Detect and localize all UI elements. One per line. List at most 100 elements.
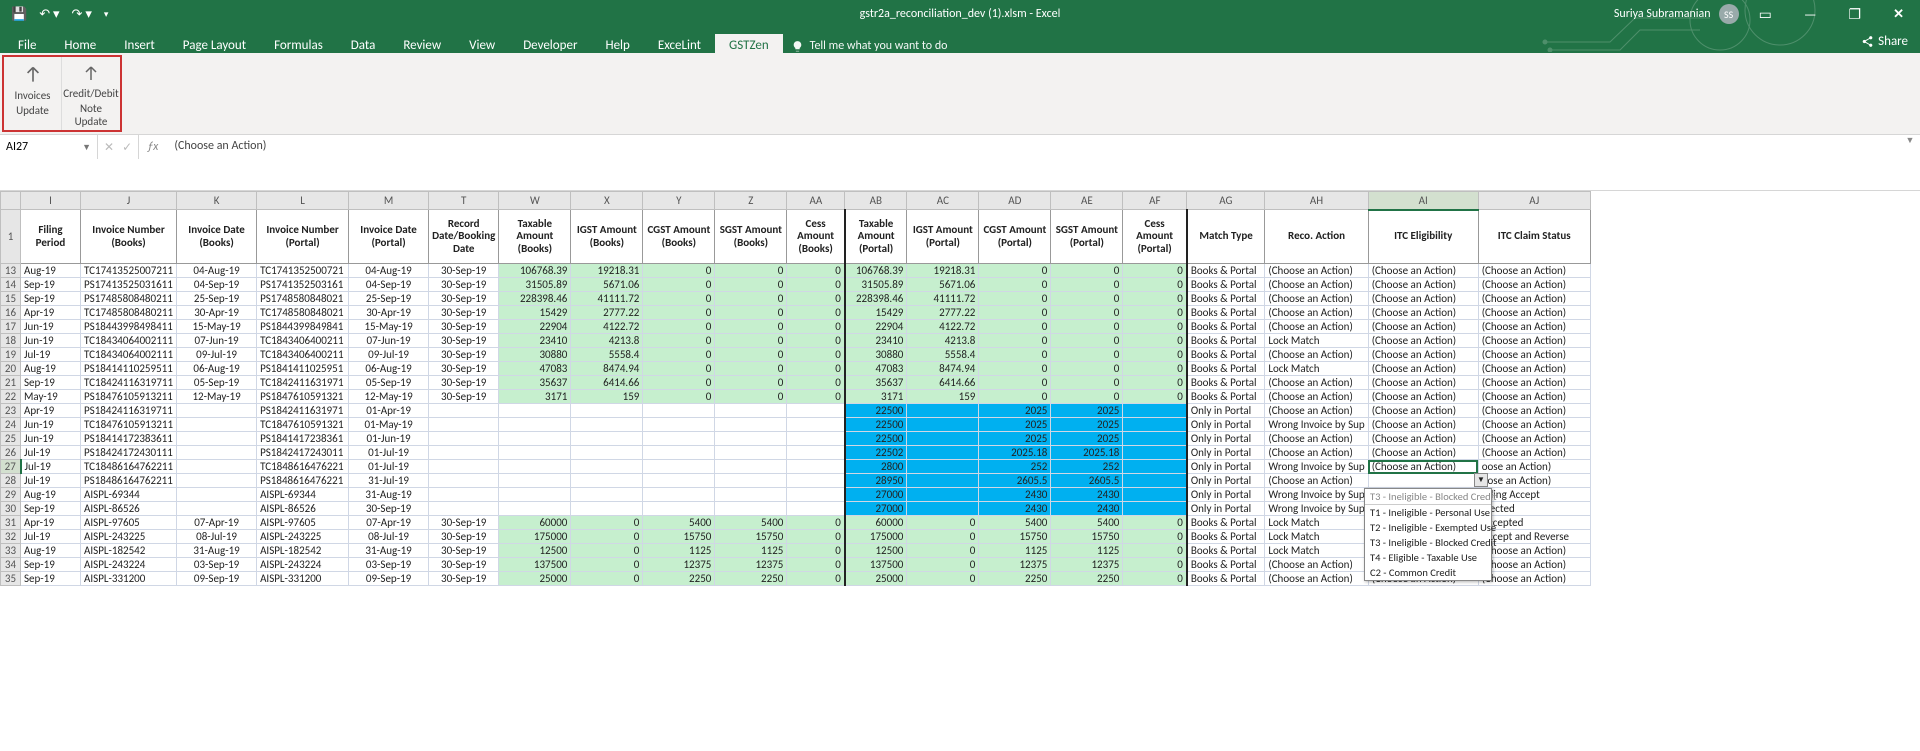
cell-AD13[interactable]: 0	[979, 264, 1051, 278]
cell-AC13[interactable]: 19218.31	[907, 264, 979, 278]
cell-AB33[interactable]: 12500	[845, 544, 907, 558]
cell-AD27[interactable]: 252	[979, 460, 1051, 474]
cell-Y35[interactable]: 2250	[643, 572, 715, 586]
cell-AE16[interactable]: 0	[1051, 306, 1123, 320]
cell-AB31[interactable]: 60000	[845, 516, 907, 530]
cell-T20[interactable]: 30-Sep-19	[429, 362, 499, 376]
cell-L22[interactable]: PS1847610591321	[257, 390, 349, 404]
cell-I30[interactable]: Sep-19	[21, 502, 81, 516]
select-all[interactable]	[1, 192, 21, 210]
cell-W17[interactable]: 22904	[499, 320, 571, 334]
cell-Z34[interactable]: 12375	[715, 558, 787, 572]
cell-W26[interactable]	[499, 446, 571, 460]
cell-AG34[interactable]: Books & Portal	[1187, 558, 1265, 572]
cell-I33[interactable]: Aug-19	[21, 544, 81, 558]
cell-AF14[interactable]: 0	[1123, 278, 1187, 292]
cell-AA13[interactable]: 0	[787, 264, 845, 278]
cell-K33[interactable]: 31-Aug-19	[177, 544, 257, 558]
cell-AA27[interactable]	[787, 460, 845, 474]
cell-AJ22[interactable]: (Choose an Action)	[1478, 390, 1590, 404]
cell-AG16[interactable]: Books & Portal	[1187, 306, 1265, 320]
cell-AH22[interactable]: (Choose an Action)	[1265, 390, 1368, 404]
cell-AF32[interactable]: 0	[1123, 530, 1187, 544]
cell-AI17[interactable]: (Choose an Action)	[1368, 320, 1478, 334]
col-AG[interactable]: AG	[1187, 192, 1265, 210]
cell-M19[interactable]: 09-Jul-19	[349, 348, 429, 362]
row-28[interactable]: 28	[1, 474, 21, 488]
col-AE[interactable]: AE	[1051, 192, 1123, 210]
cell-AE18[interactable]: 0	[1051, 334, 1123, 348]
cell-T15[interactable]: 30-Sep-19	[429, 292, 499, 306]
cell-AH30[interactable]: Wrong Invoice by Sup	[1265, 502, 1368, 516]
row-26[interactable]: 26	[1, 446, 21, 460]
cell-AC31[interactable]: 0	[907, 516, 979, 530]
cell-L18[interactable]: TC1843406400211	[257, 334, 349, 348]
cell-I31[interactable]: Apr-19	[21, 516, 81, 530]
cell-Z16[interactable]: 0	[715, 306, 787, 320]
col-AJ[interactable]: AJ	[1478, 192, 1590, 210]
row-32[interactable]: 32	[1, 530, 21, 544]
cell-W33[interactable]: 12500	[499, 544, 571, 558]
cell-X16[interactable]: 2777.22	[571, 306, 643, 320]
cell-K24[interactable]	[177, 418, 257, 432]
cell-Y32[interactable]: 15750	[643, 530, 715, 544]
cell-AC26[interactable]	[907, 446, 979, 460]
col-J[interactable]: J	[81, 192, 177, 210]
cell-AF25[interactable]	[1123, 432, 1187, 446]
cell-AC28[interactable]	[907, 474, 979, 488]
cell-M31[interactable]: 07-Apr-19	[349, 516, 429, 530]
cell-L29[interactable]: AISPL-69344	[257, 488, 349, 502]
cell-AC18[interactable]: 4213.8	[907, 334, 979, 348]
cell-I26[interactable]: Jul-19	[21, 446, 81, 460]
row-22[interactable]: 22	[1, 390, 21, 404]
cell-AG13[interactable]: Books & Portal	[1187, 264, 1265, 278]
cell-I20[interactable]: Aug-19	[21, 362, 81, 376]
col-AH[interactable]: AH	[1265, 192, 1368, 210]
cell-AA19[interactable]: 0	[787, 348, 845, 362]
cell-K23[interactable]	[177, 404, 257, 418]
tab-gstzen[interactable]: GSTZen	[715, 34, 783, 58]
cell-X21[interactable]: 6414.66	[571, 376, 643, 390]
cell-AJ20[interactable]: (Choose an Action)	[1478, 362, 1590, 376]
cell-J29[interactable]: AISPL-69344	[81, 488, 177, 502]
cell-I24[interactable]: Jun-19	[21, 418, 81, 432]
cell-AB15[interactable]: 228398.46	[845, 292, 907, 306]
cell-AF22[interactable]: 0	[1123, 390, 1187, 404]
cell-M33[interactable]: 31-Aug-19	[349, 544, 429, 558]
cell-AD20[interactable]: 0	[979, 362, 1051, 376]
cell-W24[interactable]	[499, 418, 571, 432]
cell-AE31[interactable]: 5400	[1051, 516, 1123, 530]
cell-Z35[interactable]: 2250	[715, 572, 787, 586]
cell-X20[interactable]: 8474.94	[571, 362, 643, 376]
col-Y[interactable]: Y	[643, 192, 715, 210]
cell-AE23[interactable]: 2025	[1051, 404, 1123, 418]
cell-I21[interactable]: Sep-19	[21, 376, 81, 390]
cell-K34[interactable]: 03-Sep-19	[177, 558, 257, 572]
cell-X29[interactable]	[571, 488, 643, 502]
cell-AB28[interactable]: 28950	[845, 474, 907, 488]
cell-W23[interactable]	[499, 404, 571, 418]
cell-X17[interactable]: 4122.72	[571, 320, 643, 334]
cell-M28[interactable]: 31-Jul-19	[349, 474, 429, 488]
cell-AJ35[interactable]: (Choose an Action)	[1478, 572, 1590, 586]
cell-J30[interactable]: AISPL-86526	[81, 502, 177, 516]
cell-AC34[interactable]: 0	[907, 558, 979, 572]
cell-J19[interactable]: TC18434064002111	[81, 348, 177, 362]
cell-I16[interactable]: Apr-19	[21, 306, 81, 320]
cell-AF15[interactable]: 0	[1123, 292, 1187, 306]
cell-J32[interactable]: AISPL-243225	[81, 530, 177, 544]
col-AF[interactable]: AF	[1123, 192, 1187, 210]
cell-AD34[interactable]: 12375	[979, 558, 1051, 572]
cell-Z21[interactable]: 0	[715, 376, 787, 390]
cell-M23[interactable]: 01-Apr-19	[349, 404, 429, 418]
cell-Y28[interactable]	[643, 474, 715, 488]
cell-W31[interactable]: 60000	[499, 516, 571, 530]
tab-formulas[interactable]: Formulas	[260, 34, 337, 58]
row-31[interactable]: 31	[1, 516, 21, 530]
cell-L26[interactable]: PS1842417243011	[257, 446, 349, 460]
row-15[interactable]: 15	[1, 292, 21, 306]
cell-AE19[interactable]: 0	[1051, 348, 1123, 362]
cell-Y18[interactable]: 0	[643, 334, 715, 348]
cell-W14[interactable]: 31505.89	[499, 278, 571, 292]
cell-AA21[interactable]: 0	[787, 376, 845, 390]
